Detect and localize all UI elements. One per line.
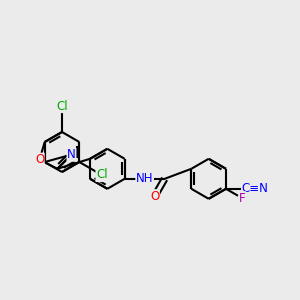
- Text: O: O: [35, 153, 44, 166]
- Text: Cl: Cl: [56, 100, 68, 112]
- Text: O: O: [150, 190, 159, 203]
- Text: NH: NH: [136, 172, 153, 185]
- Text: F: F: [239, 192, 246, 205]
- Text: C≡N: C≡N: [242, 182, 268, 195]
- Text: N: N: [67, 148, 76, 161]
- Text: Cl: Cl: [96, 169, 108, 182]
